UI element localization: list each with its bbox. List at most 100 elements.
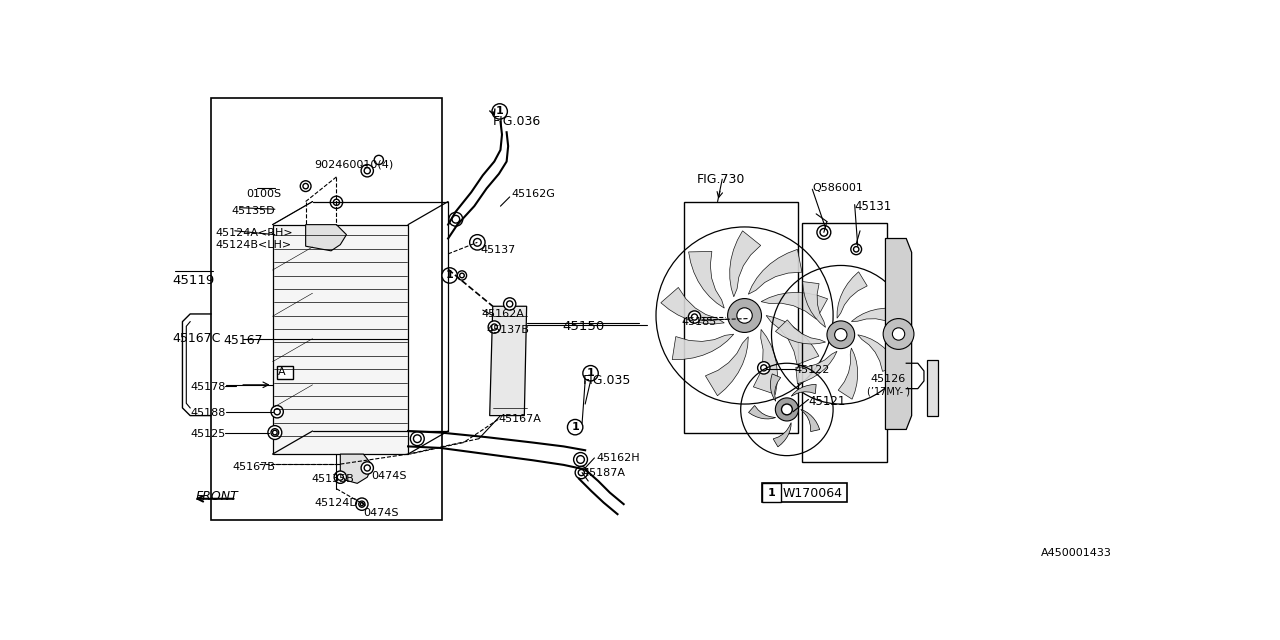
Text: 1: 1: [495, 106, 503, 116]
Text: 902460010(4): 902460010(4): [314, 160, 393, 170]
Text: 45119: 45119: [173, 274, 215, 287]
Text: 45135B: 45135B: [311, 474, 353, 484]
Circle shape: [488, 321, 500, 333]
Circle shape: [411, 432, 424, 445]
Polygon shape: [886, 239, 911, 429]
Polygon shape: [773, 422, 791, 447]
Circle shape: [361, 462, 374, 474]
Text: 45185: 45185: [681, 317, 717, 327]
Text: 45178: 45178: [191, 381, 225, 392]
Polygon shape: [801, 410, 819, 431]
Circle shape: [827, 321, 855, 349]
Circle shape: [470, 235, 485, 250]
Text: W170064: W170064: [783, 487, 844, 500]
Text: 45188: 45188: [191, 408, 225, 418]
Circle shape: [776, 398, 799, 421]
Text: FIG.035: FIG.035: [582, 374, 631, 387]
Circle shape: [271, 406, 283, 418]
Circle shape: [582, 365, 598, 381]
Polygon shape: [340, 454, 372, 483]
Circle shape: [457, 271, 467, 280]
Circle shape: [442, 268, 457, 283]
Circle shape: [892, 328, 905, 340]
Text: 0100S: 0100S: [246, 189, 282, 199]
Text: 45137: 45137: [480, 244, 516, 255]
Polygon shape: [803, 282, 826, 328]
Circle shape: [567, 419, 582, 435]
Polygon shape: [660, 287, 724, 324]
Text: 45124A<RH>: 45124A<RH>: [215, 228, 293, 237]
Text: A: A: [278, 367, 285, 377]
Circle shape: [689, 311, 700, 323]
Text: 45167A: 45167A: [498, 414, 541, 424]
Text: 0474S: 0474S: [371, 471, 407, 481]
Text: 0474S: 0474S: [364, 508, 399, 518]
Text: 1: 1: [768, 488, 776, 498]
Text: 45125: 45125: [191, 429, 225, 438]
Text: (’17MY- ): (’17MY- ): [867, 387, 910, 396]
Polygon shape: [730, 231, 760, 297]
Text: 45124B<LH>: 45124B<LH>: [215, 240, 292, 250]
Bar: [211, 99, 442, 520]
Text: 45167: 45167: [223, 334, 262, 347]
Bar: [927, 360, 938, 415]
Text: 45167C: 45167C: [173, 332, 221, 346]
Circle shape: [449, 212, 463, 226]
Circle shape: [575, 467, 588, 479]
Circle shape: [817, 225, 831, 239]
Circle shape: [737, 308, 753, 323]
Text: 45126: 45126: [870, 374, 905, 384]
Bar: [684, 202, 797, 433]
Polygon shape: [858, 335, 899, 371]
Text: 1: 1: [571, 422, 579, 432]
Polygon shape: [851, 308, 901, 325]
Bar: [803, 223, 887, 462]
Polygon shape: [762, 292, 828, 319]
Bar: [278, 365, 293, 380]
Circle shape: [268, 426, 282, 440]
Polygon shape: [306, 225, 347, 251]
Polygon shape: [767, 316, 819, 365]
Text: 45135D: 45135D: [230, 206, 275, 216]
Polygon shape: [838, 348, 858, 399]
Circle shape: [835, 328, 847, 341]
Text: 45162H: 45162H: [596, 452, 640, 463]
Polygon shape: [672, 334, 733, 360]
Polygon shape: [754, 330, 777, 394]
Polygon shape: [796, 351, 837, 384]
Text: FRONT: FRONT: [196, 490, 238, 502]
Text: FIG.036: FIG.036: [493, 115, 541, 127]
Circle shape: [883, 319, 914, 349]
Circle shape: [727, 298, 762, 332]
Polygon shape: [749, 406, 776, 419]
Circle shape: [758, 362, 771, 374]
Circle shape: [374, 156, 384, 164]
Polygon shape: [791, 385, 817, 396]
Text: 1: 1: [445, 271, 453, 280]
Polygon shape: [749, 250, 803, 294]
Text: 45150: 45150: [562, 320, 604, 333]
Circle shape: [573, 452, 588, 467]
Text: 45162A: 45162A: [481, 308, 524, 319]
Polygon shape: [771, 374, 781, 401]
Text: 45137B: 45137B: [486, 324, 530, 335]
Circle shape: [851, 244, 861, 255]
Bar: [273, 225, 408, 454]
Circle shape: [330, 196, 343, 209]
Text: FIG.730: FIG.730: [696, 173, 745, 186]
Circle shape: [356, 498, 369, 510]
Polygon shape: [490, 307, 526, 415]
Bar: [763, 483, 781, 502]
Text: 45121: 45121: [809, 395, 846, 408]
Text: 45187A: 45187A: [582, 468, 626, 478]
Text: 45122: 45122: [795, 365, 829, 375]
Text: Q586001: Q586001: [813, 183, 863, 193]
Polygon shape: [837, 272, 868, 318]
Circle shape: [503, 298, 516, 310]
Circle shape: [782, 404, 792, 415]
Text: A450001433: A450001433: [1041, 548, 1112, 558]
Bar: [763, 483, 847, 502]
Polygon shape: [689, 252, 724, 308]
Polygon shape: [705, 337, 749, 396]
Text: 45162G: 45162G: [511, 189, 556, 199]
